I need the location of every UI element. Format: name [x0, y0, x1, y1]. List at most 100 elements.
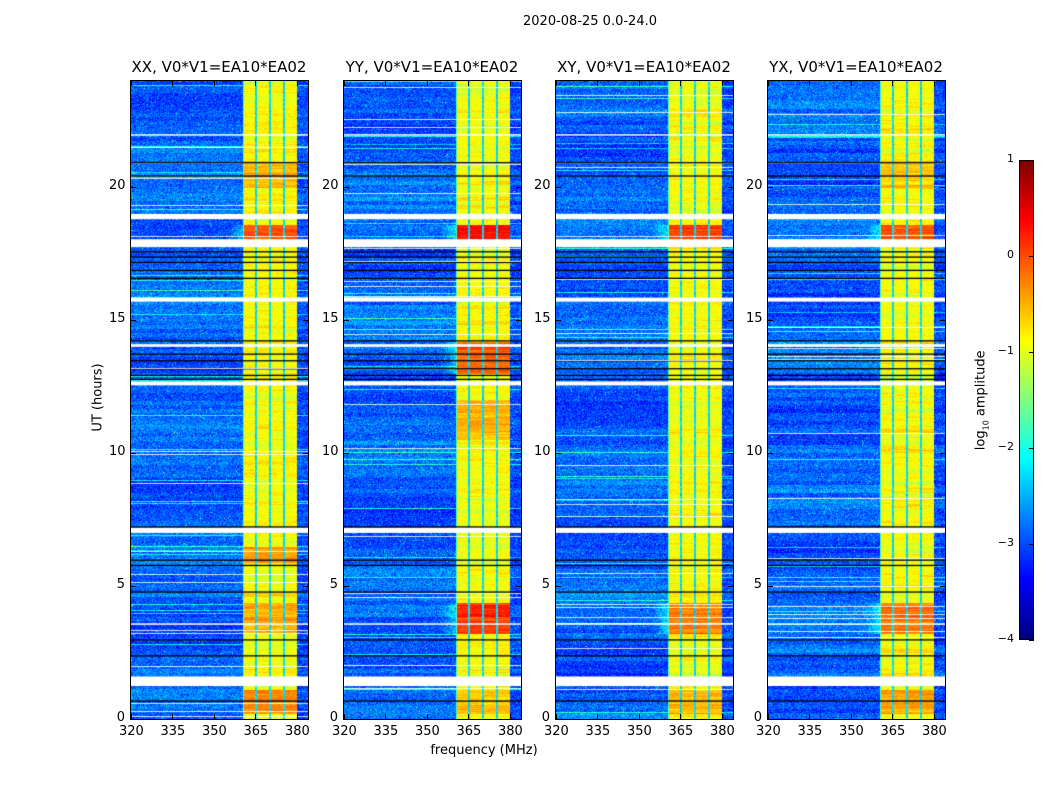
x-tick	[468, 81, 470, 86]
x-tick	[809, 714, 811, 719]
y-tick	[516, 453, 521, 455]
colorbar-label-prefix: log	[973, 430, 989, 451]
heatmap-image	[556, 81, 733, 719]
x-tick-label: 320	[756, 724, 781, 739]
x-tick-label: 350	[626, 724, 652, 739]
x-tick	[850, 81, 852, 86]
x-tick-label: 365	[880, 724, 906, 739]
colorbar-tick-label: −2	[997, 440, 1014, 453]
y-tick	[303, 187, 308, 189]
x-tick-label: 380	[709, 724, 735, 739]
y-tick	[516, 187, 521, 189]
y-tick	[768, 320, 773, 322]
y-tick-label: 15	[322, 311, 339, 327]
x-tick-label: 365	[668, 724, 694, 739]
x-tick-label: 335	[585, 724, 611, 739]
x-tick-label: 380	[497, 724, 523, 739]
x-tick	[638, 81, 640, 86]
panel-title: YY, V0*V1=EA10*EA02	[345, 58, 519, 76]
y-tick	[131, 187, 136, 189]
x-tick-label: 350	[838, 724, 864, 739]
y-tick	[516, 320, 521, 322]
y-tick-label: 5	[329, 577, 338, 593]
x-tick	[172, 81, 174, 86]
x-tick-label: 365	[243, 724, 269, 739]
y-tick	[940, 719, 945, 720]
colorbar-tick	[1029, 448, 1034, 449]
y-tick-label: 10	[534, 444, 551, 460]
x-tick	[850, 714, 852, 719]
y-tick	[728, 719, 733, 720]
y-tick-label: 15	[534, 311, 551, 327]
x-tick	[892, 81, 894, 86]
y-tick-label: 15	[109, 311, 126, 327]
colorbar-tick-label: 0	[1007, 248, 1014, 261]
x-tick-label: 320	[119, 724, 144, 739]
x-tick	[131, 714, 132, 719]
y-tick	[303, 586, 308, 588]
colorbar-tick	[1029, 640, 1034, 641]
y-tick	[556, 719, 561, 720]
x-tick	[255, 81, 257, 86]
x-tick	[768, 81, 769, 86]
x-tick	[556, 714, 557, 719]
heatmap-image	[344, 81, 521, 719]
x-tick	[213, 714, 215, 719]
colorbar-label-sub: 10	[981, 420, 991, 431]
x-tick	[255, 714, 257, 719]
y-tick-label: 0	[329, 710, 338, 725]
colorbar-tick	[1029, 544, 1034, 545]
y-tick-label: 0	[753, 710, 762, 725]
heatmap-panel-0	[130, 80, 309, 720]
y-axis-label: UT (hours)	[90, 363, 106, 432]
y-tick	[303, 453, 308, 455]
y-tick	[556, 187, 561, 189]
y-tick-label: 10	[109, 444, 126, 460]
y-tick	[516, 719, 521, 720]
colorbar-tick	[1029, 352, 1034, 353]
y-tick	[768, 719, 773, 720]
x-tick	[344, 714, 345, 719]
y-tick-label: 5	[541, 577, 550, 593]
x-tick-label: 365	[456, 724, 482, 739]
y-tick	[131, 586, 136, 588]
y-tick-label: 5	[116, 577, 125, 593]
x-tick	[385, 714, 387, 719]
y-tick	[131, 719, 136, 720]
colorbar-label: log10 amplitude	[974, 340, 991, 460]
y-tick	[556, 453, 561, 455]
y-tick	[768, 453, 773, 455]
y-tick	[768, 586, 773, 588]
y-tick-label: 10	[322, 444, 339, 460]
colorbar-tick-label: 1	[1007, 152, 1014, 165]
y-tick	[344, 320, 349, 322]
x-tick	[933, 81, 935, 86]
x-tick	[721, 81, 723, 86]
colorbar-tick-label: −4	[997, 632, 1014, 645]
colorbar-label-suffix: amplitude	[973, 350, 989, 421]
x-tick	[509, 714, 511, 719]
y-tick	[303, 719, 308, 720]
x-tick-label: 350	[201, 724, 227, 739]
x-tick	[597, 714, 599, 719]
y-tick	[303, 320, 308, 322]
x-tick	[296, 81, 298, 86]
y-tick	[940, 586, 945, 588]
x-tick	[344, 81, 345, 86]
y-tick	[728, 320, 733, 322]
x-tick-label: 320	[544, 724, 569, 739]
heatmap-image	[768, 81, 945, 719]
x-tick	[597, 81, 599, 86]
y-tick	[728, 187, 733, 189]
x-tick-label: 320	[332, 724, 357, 739]
y-tick	[344, 187, 349, 189]
x-tick	[768, 714, 769, 719]
y-tick	[556, 586, 561, 588]
figure-title: 2020-08-25 0.0-24.0	[523, 14, 657, 29]
x-tick-label: 380	[921, 724, 947, 739]
x-tick	[809, 81, 811, 86]
y-tick-label: 20	[109, 178, 126, 194]
x-tick	[721, 714, 723, 719]
x-tick	[892, 714, 894, 719]
x-tick	[933, 714, 935, 719]
